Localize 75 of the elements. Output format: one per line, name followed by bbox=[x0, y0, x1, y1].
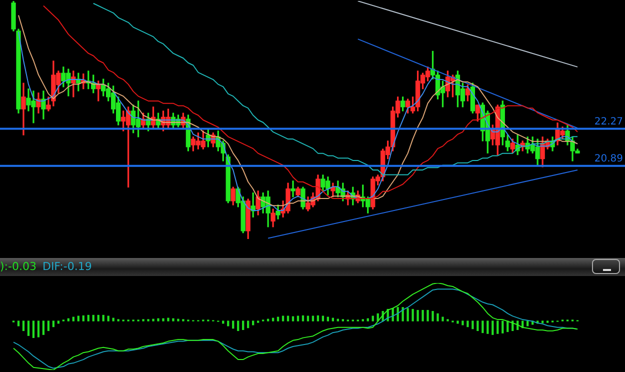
bar bbox=[242, 320, 244, 330]
bar bbox=[366, 318, 369, 322]
bar bbox=[292, 316, 294, 322]
bar bbox=[172, 318, 174, 322]
bar bbox=[107, 316, 110, 322]
bar bbox=[102, 314, 104, 322]
bar bbox=[112, 318, 114, 322]
bar bbox=[402, 307, 404, 322]
text: DIF:-0.19 bbox=[42, 260, 92, 273]
bar bbox=[97, 314, 100, 322]
bar bbox=[426, 310, 429, 322]
text: ):-0.03 bbox=[0, 260, 36, 273]
bar bbox=[502, 320, 504, 334]
bar bbox=[167, 318, 170, 322]
bar bbox=[57, 320, 60, 324]
bar bbox=[396, 307, 399, 322]
bar bbox=[162, 318, 164, 322]
bar bbox=[406, 308, 409, 322]
bar bbox=[67, 318, 70, 322]
bar bbox=[32, 320, 35, 338]
bar bbox=[336, 318, 340, 322]
bar bbox=[276, 316, 280, 322]
bar bbox=[412, 308, 414, 322]
bar bbox=[286, 316, 290, 322]
bar bbox=[456, 320, 459, 324]
bar bbox=[72, 316, 74, 322]
bar bbox=[416, 310, 419, 322]
bar bbox=[466, 320, 469, 328]
bar bbox=[52, 320, 55, 328]
bar bbox=[436, 313, 439, 322]
bar bbox=[37, 320, 40, 338]
bar bbox=[316, 315, 320, 322]
bar bbox=[422, 310, 424, 322]
bar bbox=[332, 318, 334, 322]
bar bbox=[526, 320, 529, 326]
bar bbox=[266, 318, 270, 322]
bar bbox=[87, 314, 90, 322]
bar bbox=[232, 320, 234, 329]
bar bbox=[476, 320, 479, 332]
bar bbox=[482, 320, 484, 334]
bar bbox=[227, 320, 230, 326]
text: 22.27 bbox=[594, 116, 623, 128]
bar bbox=[27, 320, 30, 336]
text: 20.89 bbox=[594, 154, 623, 165]
bar bbox=[252, 320, 254, 326]
bar bbox=[222, 320, 224, 324]
bar bbox=[22, 320, 25, 332]
bar bbox=[237, 320, 240, 332]
bar bbox=[272, 318, 274, 322]
bar bbox=[296, 316, 300, 322]
bar bbox=[47, 320, 50, 332]
bar bbox=[177, 318, 180, 322]
bar bbox=[77, 316, 80, 322]
bar bbox=[282, 316, 284, 322]
bar bbox=[302, 315, 304, 322]
bar bbox=[432, 310, 434, 322]
bar bbox=[306, 316, 310, 322]
bar bbox=[541, 320, 544, 324]
bar bbox=[372, 316, 374, 322]
bar bbox=[312, 316, 314, 322]
bar bbox=[492, 320, 494, 335]
bar bbox=[157, 318, 160, 322]
bar bbox=[92, 314, 94, 322]
bar bbox=[486, 320, 489, 334]
bar bbox=[322, 316, 324, 322]
bar bbox=[247, 320, 250, 328]
bar bbox=[17, 320, 20, 326]
bar bbox=[496, 320, 499, 334]
bar bbox=[442, 316, 444, 322]
bar bbox=[326, 316, 330, 322]
bar bbox=[152, 318, 154, 322]
bar bbox=[472, 320, 474, 330]
bar bbox=[42, 320, 45, 335]
bar bbox=[82, 315, 84, 322]
bar bbox=[462, 320, 464, 326]
